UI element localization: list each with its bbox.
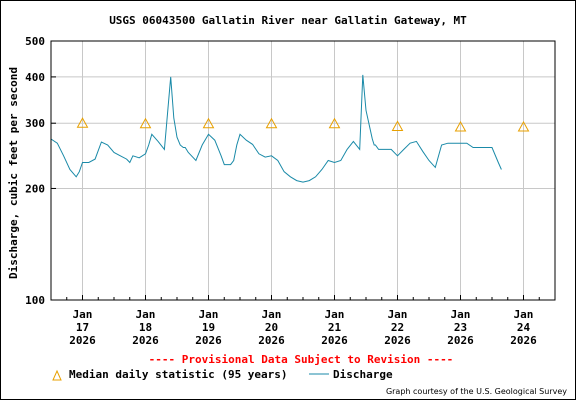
x-tick-label: 22 xyxy=(391,321,404,334)
median-markers xyxy=(76,117,530,132)
credit-text: Graph courtesy of the U.S. Geological Su… xyxy=(386,387,567,396)
legend: Median daily statistic (95 years) Discha… xyxy=(52,368,393,381)
x-tick-label: Jan xyxy=(451,308,471,321)
y-axis-label: Discharge, cubic feet per second xyxy=(7,67,20,279)
x-tick-label: 2026 xyxy=(195,334,222,347)
discharge-line xyxy=(50,74,502,183)
median-marker xyxy=(265,117,278,129)
x-tick-label: 19 xyxy=(202,321,215,334)
x-tick-label: 2026 xyxy=(321,334,348,347)
x-tick-label: 17 xyxy=(76,321,89,334)
x-tick-label: 20 xyxy=(265,321,278,334)
provisional-note: ---- Provisional Data Subject to Revisio… xyxy=(149,353,454,366)
median-legend-marker xyxy=(52,369,62,381)
x-tick-label: Jan xyxy=(199,308,219,321)
x-tick-label: Jan xyxy=(262,308,282,321)
y-tick-label: 200 xyxy=(25,182,45,195)
x-tick-label: Jan xyxy=(388,308,408,321)
grid-lines xyxy=(51,40,555,301)
median-marker xyxy=(328,117,341,129)
median-marker xyxy=(391,120,404,131)
x-tick-label: 2026 xyxy=(132,334,159,347)
x-axis-ticks: Jan172026Jan182026Jan192026Jan202026Jan2… xyxy=(50,295,556,347)
median-marker xyxy=(517,120,530,132)
y-tick-label: 400 xyxy=(25,71,45,84)
y-axis-ticks: 500 400 300 200 100 xyxy=(25,35,56,307)
median-marker xyxy=(202,117,215,129)
y-tick-label: 500 xyxy=(25,35,45,48)
x-tick-label: 2026 xyxy=(384,334,411,347)
x-tick-label: 23 xyxy=(454,321,467,334)
x-tick-label: 24 xyxy=(517,321,531,334)
discharge-series-line xyxy=(50,74,502,183)
x-tick-label: 2026 xyxy=(447,334,474,347)
x-tick-label: Jan xyxy=(325,308,345,321)
y-tick-label: 300 xyxy=(25,117,45,130)
median-legend-label: Median daily statistic (95 years) xyxy=(69,368,288,381)
plot-border xyxy=(50,40,556,301)
median-marker xyxy=(76,117,89,128)
x-tick-label: Jan xyxy=(514,308,534,321)
x-tick-label: 2026 xyxy=(69,334,96,347)
x-tick-label: 18 xyxy=(139,321,152,334)
x-tick-label: 2026 xyxy=(510,334,537,347)
x-tick-label: 2026 xyxy=(258,334,285,347)
y-tick-label: 100 xyxy=(25,294,45,307)
x-tick-label: 21 xyxy=(328,321,342,334)
median-marker xyxy=(139,117,152,129)
x-tick-label: Jan xyxy=(73,308,93,321)
chart-title: USGS 06043500 Gallatin River near Gallat… xyxy=(109,14,467,27)
discharge-legend-label: Discharge xyxy=(333,368,393,381)
x-tick-label: Jan xyxy=(136,308,156,321)
median-marker xyxy=(454,120,467,132)
